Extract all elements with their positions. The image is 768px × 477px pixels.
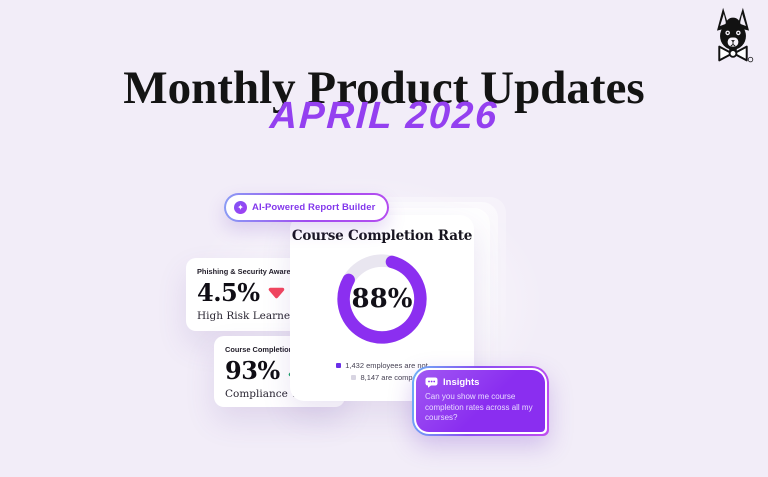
sparkle-icon: ✦ bbox=[234, 201, 247, 214]
ai-report-builder-pill[interactable]: ✦ AI-Powered Report Builder bbox=[224, 193, 390, 222]
llama-logo bbox=[717, 7, 754, 63]
card-title: Course Completion Rate bbox=[291, 228, 473, 244]
legend-text: 8,147 are comp bbox=[360, 373, 413, 382]
insights-bubble-body: Insights Can you show me course completi… bbox=[416, 370, 545, 432]
stat-card-label: Phishing & Security Awareness T bbox=[197, 267, 315, 276]
donut-arc bbox=[337, 254, 427, 344]
donut-legend: 1,432 employees are not 8,147 are comp bbox=[290, 361, 474, 382]
stat-card-label: Course Completion R bbox=[225, 345, 301, 354]
legend-marker bbox=[336, 363, 342, 368]
legend-row: 1,432 employees are not bbox=[336, 361, 428, 370]
insights-bubble: Insights Can you show me course completi… bbox=[412, 366, 549, 436]
legend-row: 8,147 are comp bbox=[351, 373, 413, 382]
completion-donut-chart: 88% bbox=[334, 251, 430, 347]
stat-card-value: 93% bbox=[225, 356, 280, 385]
insights-message: Can you show me course completion rates … bbox=[425, 392, 533, 423]
legend-marker bbox=[351, 375, 357, 380]
chat-icon bbox=[425, 377, 438, 388]
legend-text: 1,432 employees are not bbox=[345, 361, 428, 370]
stat-card-value: 4.5% bbox=[197, 278, 260, 307]
page-subtitle: APRIL 2026 bbox=[268, 95, 500, 137]
trend-down-icon bbox=[268, 287, 285, 299]
insights-title: Insights bbox=[443, 377, 480, 388]
donut-center-value: 88% bbox=[351, 284, 413, 314]
pill-label: AI-Powered Report Builder bbox=[252, 202, 376, 213]
page-title: Monthly Product Updates bbox=[123, 62, 645, 115]
stat-card-caption: High Risk Learners bbox=[197, 310, 301, 322]
